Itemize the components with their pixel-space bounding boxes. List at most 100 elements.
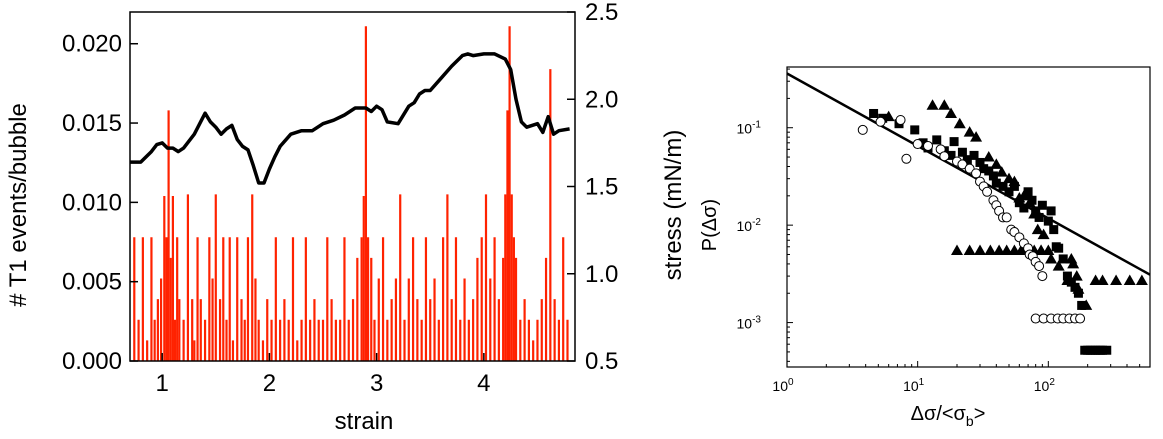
triangle-point (1067, 257, 1080, 269)
triangle-point (990, 158, 1003, 169)
triangle-point (1028, 208, 1041, 219)
y2-tick-label: 2.5 (585, 0, 618, 26)
square-point (1077, 300, 1087, 310)
square-point (1043, 216, 1053, 226)
y-tick-label: 0.000 (62, 348, 122, 375)
circle-point (857, 124, 868, 135)
triangle-point (1052, 260, 1065, 271)
circle-point (901, 153, 912, 164)
square-point (1004, 187, 1014, 197)
y2-tick-label: 1.0 (585, 261, 618, 288)
square-point (969, 150, 979, 160)
y-tick-label: 0.005 (62, 269, 122, 296)
right-x-ticks: 100 101 102 (772, 361, 1151, 394)
x-tick-label: 2 (263, 370, 276, 397)
square-point (1046, 206, 1056, 216)
circle-point (1001, 212, 1012, 223)
stress-line (130, 52, 570, 185)
left-y-ticks: 0.000 0.005 0.010 0.015 0.020 (62, 31, 138, 375)
triangle-point (984, 244, 997, 255)
square-point (1019, 203, 1029, 213)
triangle-point (993, 244, 1006, 255)
triangle-point (1080, 299, 1093, 310)
x-tick-label: 1 (155, 370, 168, 397)
y-tick-label: 0.010 (62, 189, 122, 216)
triangle-point (926, 99, 939, 110)
square-point (1070, 282, 1080, 292)
square-point (918, 138, 928, 148)
square-point (1058, 254, 1068, 264)
triangle-point (1070, 270, 1083, 281)
square-point (1102, 345, 1112, 355)
right-x-axis-title-main: Δσ/<σ (911, 403, 967, 425)
circle-point (895, 115, 906, 126)
square-point (946, 150, 956, 160)
square-point (1027, 195, 1037, 205)
square-point (991, 178, 1001, 188)
circle-point (982, 186, 993, 197)
square-point (910, 125, 920, 135)
right-x-axis-title: Δσ/<σb> (911, 403, 986, 429)
square-point (869, 108, 879, 118)
circle-point (875, 116, 886, 127)
triangle-point (1000, 244, 1013, 255)
triangle-point (1123, 274, 1136, 286)
square-point (975, 157, 985, 167)
triangle-point (882, 110, 895, 122)
circle-point (1034, 261, 1045, 272)
triangle-point (963, 126, 976, 137)
circle-point (1037, 271, 1048, 282)
scatter-points (857, 99, 1148, 355)
x-tick-label: 4 (477, 370, 490, 397)
triangle-point (995, 166, 1008, 177)
square-point (1023, 187, 1033, 197)
triangle-point (1017, 189, 1030, 201)
power-law-fit-line (786, 72, 1151, 276)
y-tick-label: 0.015 (62, 110, 122, 137)
circle-point (912, 139, 923, 150)
right-x-axis-title-end: > (974, 403, 986, 425)
triangle-point (1061, 274, 1074, 286)
triangle-point (938, 99, 951, 110)
t1-stress-chart: 1 2 3 4 0.000 0.005 0.010 0.015 0.020 0.5 1.0 1.5… (5, 0, 687, 435)
triangle-point (970, 131, 983, 142)
y2-tick-label: 1.5 (585, 174, 618, 201)
triangle-point (1008, 175, 1021, 187)
triangle-point (1023, 196, 1036, 208)
triangle-point (974, 244, 987, 255)
square-point (1049, 225, 1059, 235)
square-point (979, 164, 989, 174)
left-y2-axis-title: stress (mN/m) (660, 130, 687, 281)
right-y-axis-title: P(Δσ) (699, 199, 721, 251)
square-point (998, 181, 1008, 191)
triangle-point (1037, 228, 1050, 240)
circle-point (939, 151, 950, 162)
triangle-point (982, 151, 995, 162)
square-point (1037, 200, 1047, 210)
y-tick-label: 10-1 (737, 120, 762, 137)
x-tick-label: 102 (1034, 377, 1056, 394)
x-tick-label: 101 (903, 377, 925, 394)
square-point (1014, 198, 1024, 208)
y2-tick-label: 2.0 (585, 86, 618, 113)
triangle-point (945, 107, 958, 118)
square-point (1009, 181, 1019, 191)
left-x-ticks: 1 2 3 4 (155, 353, 491, 397)
triangle-point (1096, 274, 1109, 286)
triangle-point (950, 244, 963, 255)
triangle-point (953, 117, 966, 129)
y-tick-label: 0.020 (62, 31, 122, 58)
circle-point (971, 168, 982, 179)
circle-point (957, 159, 968, 170)
t1-events-bars (133, 26, 569, 361)
left-y-axis-title: # T1 events/bubble (5, 103, 32, 307)
right-x-axis-title-sub: b (966, 413, 974, 429)
left-x-axis-title: strain (335, 408, 394, 435)
square-point (962, 155, 972, 165)
triangle-point (963, 244, 976, 255)
circle-point (1075, 313, 1086, 324)
distribution-chart: 100 101 102 10-3 10-2 10-1 P(Δσ) Δσ/<σb> (699, 66, 1151, 429)
triangle-point (1135, 274, 1148, 286)
square-point (949, 137, 959, 147)
